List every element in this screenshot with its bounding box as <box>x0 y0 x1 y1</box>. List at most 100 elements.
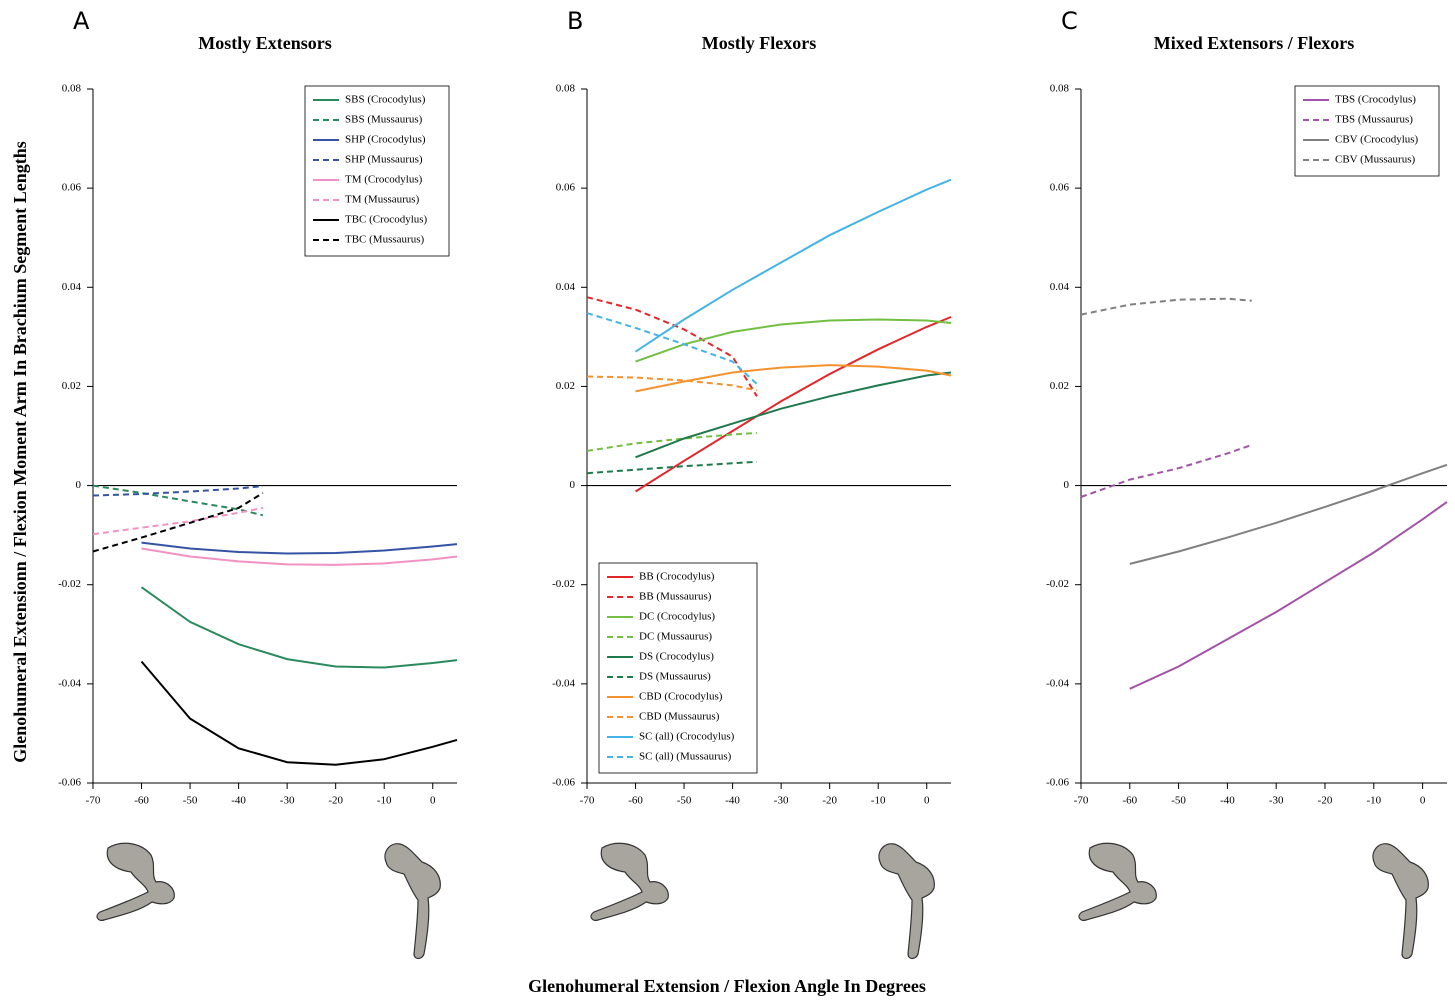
series-line <box>92 484 264 517</box>
legend-label: SHP (Mussaurus) <box>345 154 423 166</box>
y-tick-label: -0.06 <box>58 777 81 789</box>
panel-letter: B <box>567 7 583 35</box>
y-axis-label: Glenohumeral Extensionn / Flexion Moment… <box>10 141 30 763</box>
panel-title: Mostly Flexors <box>702 33 816 53</box>
panel-letter: A <box>73 7 90 35</box>
x-tick-label: -20 <box>822 795 837 807</box>
series-line <box>140 586 458 669</box>
series-line <box>586 312 758 385</box>
series-line <box>92 485 263 497</box>
legend-label: SBS (Crocodylus) <box>345 94 426 106</box>
y-tick-label: 0.04 <box>1050 281 1070 293</box>
y-tick-label: -0.02 <box>1046 578 1069 590</box>
y-tick-label: -0.04 <box>1046 677 1069 689</box>
y-tick-label: 0.06 <box>62 182 82 194</box>
series-line <box>140 660 458 766</box>
panel-title: Mostly Extensors <box>198 33 332 53</box>
panel-title: Mixed Extensors / Flexors <box>1154 33 1354 53</box>
y-tick-label: 0.02 <box>1050 380 1069 392</box>
legend-label: SC (all) (Mussaurus) <box>639 751 732 763</box>
x-tick-label: -30 <box>280 795 295 807</box>
bone-illustrations <box>96 842 1429 960</box>
legend-label: SBS (Mussaurus) <box>345 114 423 126</box>
legend-label: DC (Crocodylus) <box>639 611 715 623</box>
series-line <box>141 541 458 555</box>
y-tick-label: 0.06 <box>556 182 576 194</box>
y-tick-label: 0.04 <box>556 281 576 293</box>
y-tick-label: 0.02 <box>556 380 575 392</box>
y-tick-label: 0.04 <box>62 281 82 293</box>
series-line <box>634 178 952 353</box>
series-line <box>92 492 264 553</box>
y-tick-label: 0.08 <box>556 83 576 95</box>
x-tick-label: -60 <box>1122 795 1137 807</box>
legend-box <box>304 85 450 257</box>
x-tick-label: -30 <box>774 795 789 807</box>
legend-label: TBS (Mussaurus) <box>1335 114 1413 126</box>
x-tick-label: -20 <box>1318 795 1333 807</box>
legend-label: TM (Mussaurus) <box>345 194 420 206</box>
y-tick-label: -0.04 <box>58 677 81 689</box>
x-tick-label: -60 <box>628 795 643 807</box>
x-tick-label: -30 <box>1269 795 1284 807</box>
y-tick-label: -0.02 <box>552 578 575 590</box>
y-tick-label: -0.02 <box>58 578 81 590</box>
y-tick-label: -0.04 <box>552 677 575 689</box>
x-tick-label: -50 <box>1171 795 1186 807</box>
x-tick-label: -70 <box>580 795 595 807</box>
series-line <box>1080 297 1252 316</box>
legend-label: CBD (Crocodylus) <box>639 691 723 703</box>
x-axis-label: Glenohumeral Extension / Flexion Angle I… <box>528 976 926 996</box>
x-tick-label: -60 <box>134 795 149 807</box>
x-tick-label: -70 <box>1074 795 1089 807</box>
series-line <box>586 375 758 392</box>
legend-label: TBC (Mussaurus) <box>345 234 424 246</box>
legend-label: DS (Crocodylus) <box>639 651 714 663</box>
legend-label: BB (Crocodylus) <box>639 571 715 583</box>
y-tick-label: -0.06 <box>1046 777 1069 789</box>
series-line <box>586 296 758 397</box>
series-line <box>635 371 952 459</box>
x-tick-label: 0 <box>430 795 436 807</box>
legend-label: CBV (Mussaurus) <box>1335 154 1416 166</box>
y-tick-label: 0.08 <box>1050 83 1070 95</box>
y-tick-label: 0 <box>1064 479 1070 491</box>
x-tick-label: 0 <box>1420 795 1426 807</box>
legend-label: DS (Mussaurus) <box>639 671 711 683</box>
x-tick-label: -40 <box>231 795 246 807</box>
x-tick-label: -40 <box>725 795 740 807</box>
y-tick-label: 0 <box>76 479 82 491</box>
x-tick-label: -10 <box>377 795 392 807</box>
series-line <box>586 460 757 475</box>
panel-letter: C <box>1061 7 1078 35</box>
legend-label: SHP (Crocodylus) <box>345 134 426 146</box>
legend-label: TBS (Crocodylus) <box>1335 94 1416 106</box>
x-tick-label: -50 <box>183 795 198 807</box>
y-tick-label: 0.06 <box>1050 182 1070 194</box>
series-line <box>586 432 757 452</box>
legend-label: TM (Crocodylus) <box>345 174 423 186</box>
x-tick-label: 0 <box>924 795 930 807</box>
x-tick-label: -10 <box>1366 795 1381 807</box>
series-line <box>635 364 952 393</box>
y-tick-label: 0 <box>570 479 576 491</box>
series-line <box>92 506 264 536</box>
series-line <box>1129 501 1448 690</box>
legend-label: TBC (Crocodylus) <box>345 214 428 226</box>
y-tick-label: 0.02 <box>62 380 81 392</box>
series-line <box>634 316 952 493</box>
legend-label: CBD (Mussaurus) <box>639 711 720 723</box>
series-line <box>1129 463 1448 565</box>
y-tick-label: -0.06 <box>552 777 575 789</box>
x-tick-label: -10 <box>871 795 886 807</box>
x-tick-label: -40 <box>1220 795 1235 807</box>
legend-label: CBV (Crocodylus) <box>1335 134 1419 146</box>
x-tick-label: -20 <box>328 795 343 807</box>
series-line <box>141 547 458 566</box>
legend-label: SC (all) (Crocodylus) <box>639 731 735 743</box>
x-tick-label: -70 <box>86 795 101 807</box>
series-line <box>635 318 952 363</box>
legend-label: BB (Mussaurus) <box>639 591 712 603</box>
series-line <box>1080 443 1253 498</box>
